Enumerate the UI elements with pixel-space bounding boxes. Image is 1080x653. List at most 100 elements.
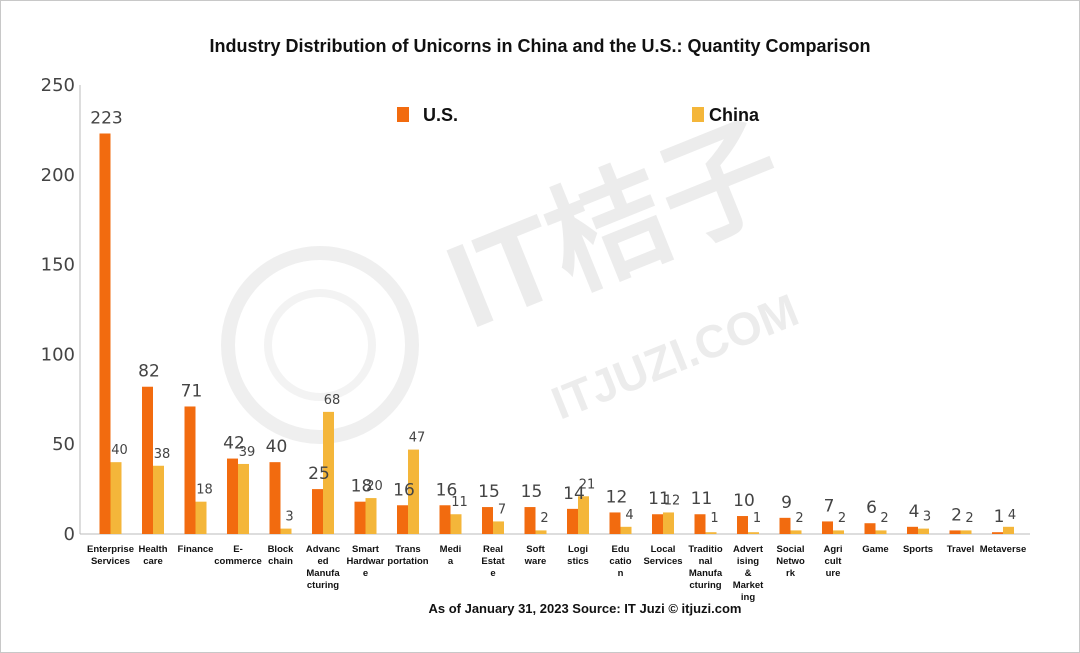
category-label: Trans portation (387, 544, 428, 567)
category-label-line: catio (609, 556, 631, 567)
value-label-us: 25 (308, 464, 330, 484)
value-label-china: 40 (111, 443, 128, 458)
value-label-china: 21 (579, 477, 596, 492)
value-label-us: 18 (351, 477, 373, 497)
bar-us (439, 505, 451, 534)
category-label: Smart Hardwar e (346, 544, 384, 579)
bar-china (578, 496, 589, 534)
bars (99, 133, 1014, 534)
y-tick-label: 200 (41, 165, 75, 186)
value-label-china: 18 (196, 483, 213, 498)
bar-us (397, 505, 408, 534)
bar-us (694, 514, 706, 534)
value-label-us: 71 (181, 381, 203, 401)
category-label: Enterprise Services (87, 544, 134, 567)
bar-us (822, 521, 833, 534)
category-label-line: Agri (824, 544, 843, 555)
legend-label-us: U.S. (423, 105, 458, 125)
category-label-line: Market (733, 580, 764, 591)
category-label-line: Game (862, 544, 888, 555)
bar-china (280, 528, 292, 534)
value-label-china: 2 (880, 511, 888, 526)
value-label-china: 68 (324, 393, 341, 408)
value-label-china: 2 (540, 511, 548, 526)
category-label: Medi a (440, 544, 462, 567)
y-tick-label: 150 (41, 255, 75, 276)
category-label-line: Social (777, 544, 805, 555)
category-label-line: E- (233, 544, 243, 555)
bar-us (269, 462, 281, 534)
legend-swatch-us (397, 107, 409, 122)
category-label-line: & (745, 568, 752, 579)
value-label-us: 11 (691, 489, 713, 509)
category-label: Sports (903, 544, 933, 555)
category-label-line: cult (825, 556, 843, 567)
bar-us (482, 507, 493, 534)
value-label-china: 1 (710, 511, 718, 526)
category-label-line: Enterprise (87, 544, 134, 555)
category-label: Game (862, 544, 888, 555)
value-label-us: 16 (436, 480, 458, 500)
category-label-line: ing (741, 592, 755, 603)
bar-us (312, 489, 323, 534)
value-label-china: 11 (451, 495, 468, 510)
value-label-us: 1 (994, 507, 1005, 527)
category-label-line: Travel (947, 544, 974, 555)
category-label: E-commerce (214, 544, 262, 567)
category-label-line: Metaverse (980, 544, 1026, 555)
category-label-line: Services (91, 556, 130, 567)
category-label-line: Traditio (688, 544, 723, 555)
bar-china (238, 463, 249, 534)
category-label-line: cturing (307, 580, 339, 591)
category-label-line: Netwo (776, 556, 805, 567)
bar-china (365, 498, 377, 534)
category-label-line: nal (699, 556, 713, 567)
value-label-us: 42 (223, 434, 245, 454)
category-label: Edu catio n (609, 544, 631, 579)
value-label-china: 1 (753, 511, 761, 526)
value-label-us: 12 (606, 487, 628, 507)
category-label-line: Trans (395, 544, 420, 555)
bar-us (737, 516, 748, 534)
y-tick-label: 0 (64, 524, 75, 545)
value-label-us: 11 (648, 489, 670, 509)
bar-us (227, 458, 238, 534)
category-label-line: Manufa (306, 568, 340, 579)
bar-us (524, 507, 536, 534)
category-label-line: Logi (568, 544, 588, 555)
category-label-line: ure (826, 568, 841, 579)
chart-title: Industry Distribution of Unicorns in Chi… (209, 36, 871, 56)
category-label: Real Estat e (481, 544, 505, 579)
category-label-line: a (448, 556, 454, 567)
value-label-us: 9 (781, 493, 792, 513)
y-tick-label: 250 (41, 75, 75, 96)
value-label-us: 4 (909, 502, 920, 522)
category-label: Finance (178, 544, 214, 555)
value-label-china: 3 (285, 510, 293, 525)
bar-china (790, 530, 802, 534)
category-label: Metaverse (980, 544, 1026, 555)
watermark-logo (221, 246, 419, 444)
legend: U.S. China (397, 105, 760, 125)
value-label-us: 16 (393, 480, 415, 500)
category-label-line: care (143, 556, 163, 567)
bar-china (450, 514, 462, 534)
category-label-line: rk (786, 568, 796, 579)
category-label-line: Block (268, 544, 295, 555)
legend-swatch-china (692, 107, 704, 122)
watermark-logo-inner (264, 289, 376, 401)
value-label-us: 15 (521, 482, 543, 502)
category-label-line: Finance (178, 544, 214, 555)
value-label-us: 40 (266, 437, 288, 457)
value-label-china: 7 (498, 502, 506, 517)
value-label-china: 20 (366, 479, 383, 494)
category-label-line: Advert (733, 544, 764, 555)
legend-label-china: China (709, 105, 760, 125)
value-label-us: 14 (563, 484, 585, 504)
category-label-line: e (363, 568, 368, 579)
value-label-china: 47 (409, 431, 426, 446)
